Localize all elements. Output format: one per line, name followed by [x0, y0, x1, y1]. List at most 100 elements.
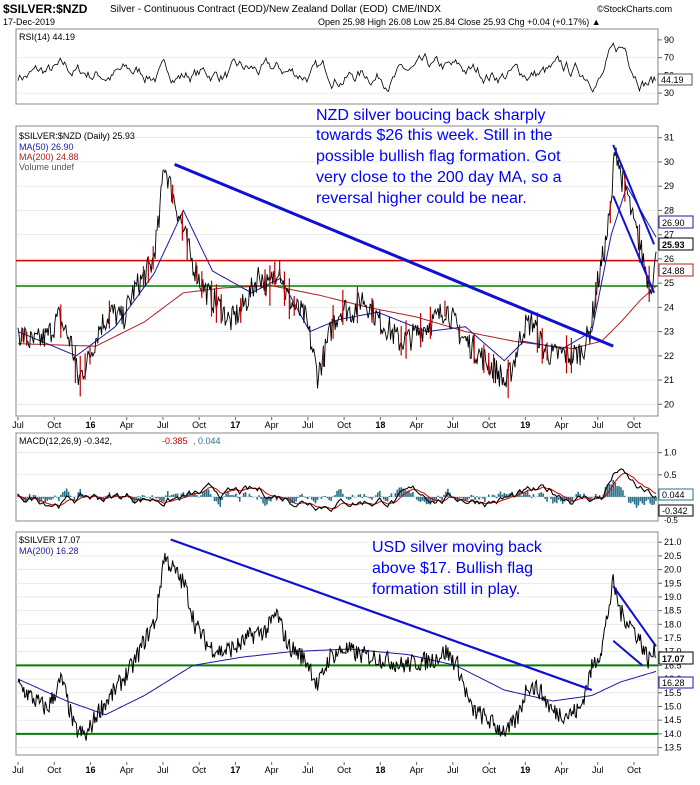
usd-x-label: Oct: [192, 765, 207, 775]
nzd-ma200-value-box: [658, 263, 694, 277]
macd-grid: [16, 452, 658, 498]
usd-ma200-value-box: [658, 676, 694, 689]
nzd-downtrend-line: [174, 162, 614, 348]
usd-tick-label: 20.0: [664, 565, 682, 575]
usd-downtrend-line: [170, 538, 593, 692]
macd-value-box: [658, 504, 694, 517]
nzd-annotation: NZD silver boucing back sharply towards …: [316, 107, 562, 207]
usd-tick-label: 17.5: [664, 633, 682, 643]
nzd-x-label: 17: [230, 420, 240, 430]
usd-price-panel: 13.514.014.515.015.516.016.517.017.518.0…: [12, 531, 694, 775]
nzd-last-value: 25.93: [662, 240, 685, 250]
usd-x-label: Apr: [410, 765, 424, 775]
nzd-ma200-line: [17, 284, 657, 350]
usd-frame: [15, 531, 659, 756]
usd-x-label: Oct: [47, 765, 62, 775]
macd-hist-value-box: [658, 488, 694, 501]
nzd-x-label: Jul: [12, 420, 24, 430]
usd-annotation-line-3: formation still in play.: [372, 581, 520, 598]
rsi-tick-label: 70: [664, 53, 674, 63]
nzd-flag-upper-line: [612, 144, 655, 245]
rsi-frame: [15, 28, 659, 105]
nzd-legend-volume: Volume undef: [19, 162, 75, 172]
usd-annotation: USD silver moving back above $17. Bullis…: [372, 539, 543, 598]
nzd-tick-label: 21: [664, 375, 674, 385]
nzd-ma200-value: 24.88: [662, 266, 685, 276]
usd-x-label: Jul: [12, 765, 24, 775]
usd-tick-label: 13.5: [664, 743, 682, 753]
nzd-tick-label: 22: [664, 351, 674, 361]
usd-x-label: Jul: [447, 765, 459, 775]
chart-description: Silver - Continuous Contract (EOD)/New Z…: [110, 4, 388, 15]
usd-tick-label: 18.5: [664, 606, 682, 616]
usd-x-axis-labels: Jul Oct 16 Apr Jul Oct 17 Apr Jul Oct 18 Apr Jul Oct 1…: [12, 762, 641, 775]
usd-grid: [16, 541, 658, 748]
usd-legend-ma200: MA(200) 16.28: [19, 546, 79, 556]
macd-line: [17, 468, 657, 513]
nzd-x-label: Jul: [157, 420, 169, 430]
usd-tick-label: 19.0: [664, 592, 682, 602]
nzd-legend-title: $SILVER:$NZD (Daily) 25.93: [19, 131, 135, 141]
nzd-x-label: Oct: [337, 420, 352, 430]
nzd-tick-label: 20: [664, 399, 674, 409]
macd-tick-label: 1.0: [664, 448, 677, 458]
nzd-annotation-line-1: NZD silver boucing back sharply: [316, 107, 545, 124]
usd-tick-label: 14.0: [664, 729, 682, 739]
usd-annotation-line-2: above $17. Bullish flag: [372, 560, 533, 577]
rsi-tick-label: 30: [664, 88, 674, 98]
nzd-x-label: Oct: [47, 420, 62, 430]
usd-x-label: Jul: [592, 765, 604, 775]
chart-date: 17-Dec-2019: [3, 17, 55, 27]
nzd-tick-label: 29: [664, 181, 674, 191]
rsi-grid: [16, 57, 658, 94]
usd-ma200-value: 16.28: [662, 678, 685, 688]
usd-last-value: 17.07: [662, 654, 685, 664]
nzd-annotation-line-5: reversal higher could be near.: [316, 190, 527, 207]
rsi-legend: RSI(14) 44.19: [19, 32, 75, 42]
macd-legend-signal: -0.385: [162, 436, 188, 446]
usd-y-ticks: 13.514.014.515.015.516.016.517.017.518.0…: [658, 537, 682, 753]
nzd-y-ticks: 20 21 22 23 24 25 26 27 28 29 30 31: [658, 133, 674, 409]
usd-tick-label: 14.5: [664, 715, 682, 725]
nzd-annotation-line-3: possible bullish flag formation. Got: [316, 148, 561, 165]
usd-x-label: Jul: [157, 765, 169, 775]
usd-x-label: Jul: [302, 765, 314, 775]
chart-exchange: CME/INDX: [392, 4, 441, 15]
nzd-legend-ma50: MA(50) 26.90: [19, 142, 74, 152]
usd-tick-label: 19.5: [664, 578, 682, 588]
usd-tick-label: 16.5: [664, 660, 682, 670]
usd-ma200-line: [17, 648, 657, 716]
nzd-tick-label: 31: [664, 133, 674, 143]
usd-annotation-line-1: USD silver moving back: [372, 539, 543, 556]
nzd-tick-label: 27: [664, 230, 674, 240]
nzd-annotation-line-2: towards $26 this week. Still in the: [316, 127, 553, 144]
nzd-x-label: Oct: [482, 420, 497, 430]
nzd-tick-label: 30: [664, 157, 674, 167]
nzd-frame: [15, 125, 659, 417]
nzd-last-value-box: [658, 237, 694, 251]
nzd-tick-label: 23: [664, 327, 674, 337]
nzd-ma50-value: 26.90: [662, 218, 685, 228]
chart-symbol: $SILVER:$NZD: [3, 2, 88, 16]
usd-x-label: 18: [375, 765, 385, 775]
nzd-legend-ma200: MA(200) 24.88: [19, 152, 79, 162]
macd-tick-label: 0.5: [664, 470, 677, 480]
nzd-tick-label: 26: [664, 254, 674, 264]
macd-legend-main: MACD(12,26,9) -0.342,: [19, 436, 112, 446]
usd-flag-lower-line: [612, 639, 644, 667]
nzd-x-label: Jul: [447, 420, 459, 430]
nzd-price-line: [17, 147, 657, 389]
usd-x-label: Oct: [482, 765, 497, 775]
usd-flag-upper-line: [612, 585, 657, 647]
nzd-price-panel: 20 21 22 23 24 25 26 27 28 29 30 31 $SILVER:$NZD (D…: [12, 107, 694, 430]
macd-hist-value: 0.044: [662, 490, 685, 500]
nzd-x-label: Apr: [120, 420, 134, 430]
nzd-x-label: 16: [85, 420, 95, 430]
rsi-value-box: [657, 73, 693, 86]
nzd-x-label: Jul: [302, 420, 314, 430]
nzd-tick-label: 28: [664, 205, 674, 215]
usd-x-label: 17: [230, 765, 240, 775]
nzd-tick-label: 25: [664, 278, 674, 288]
